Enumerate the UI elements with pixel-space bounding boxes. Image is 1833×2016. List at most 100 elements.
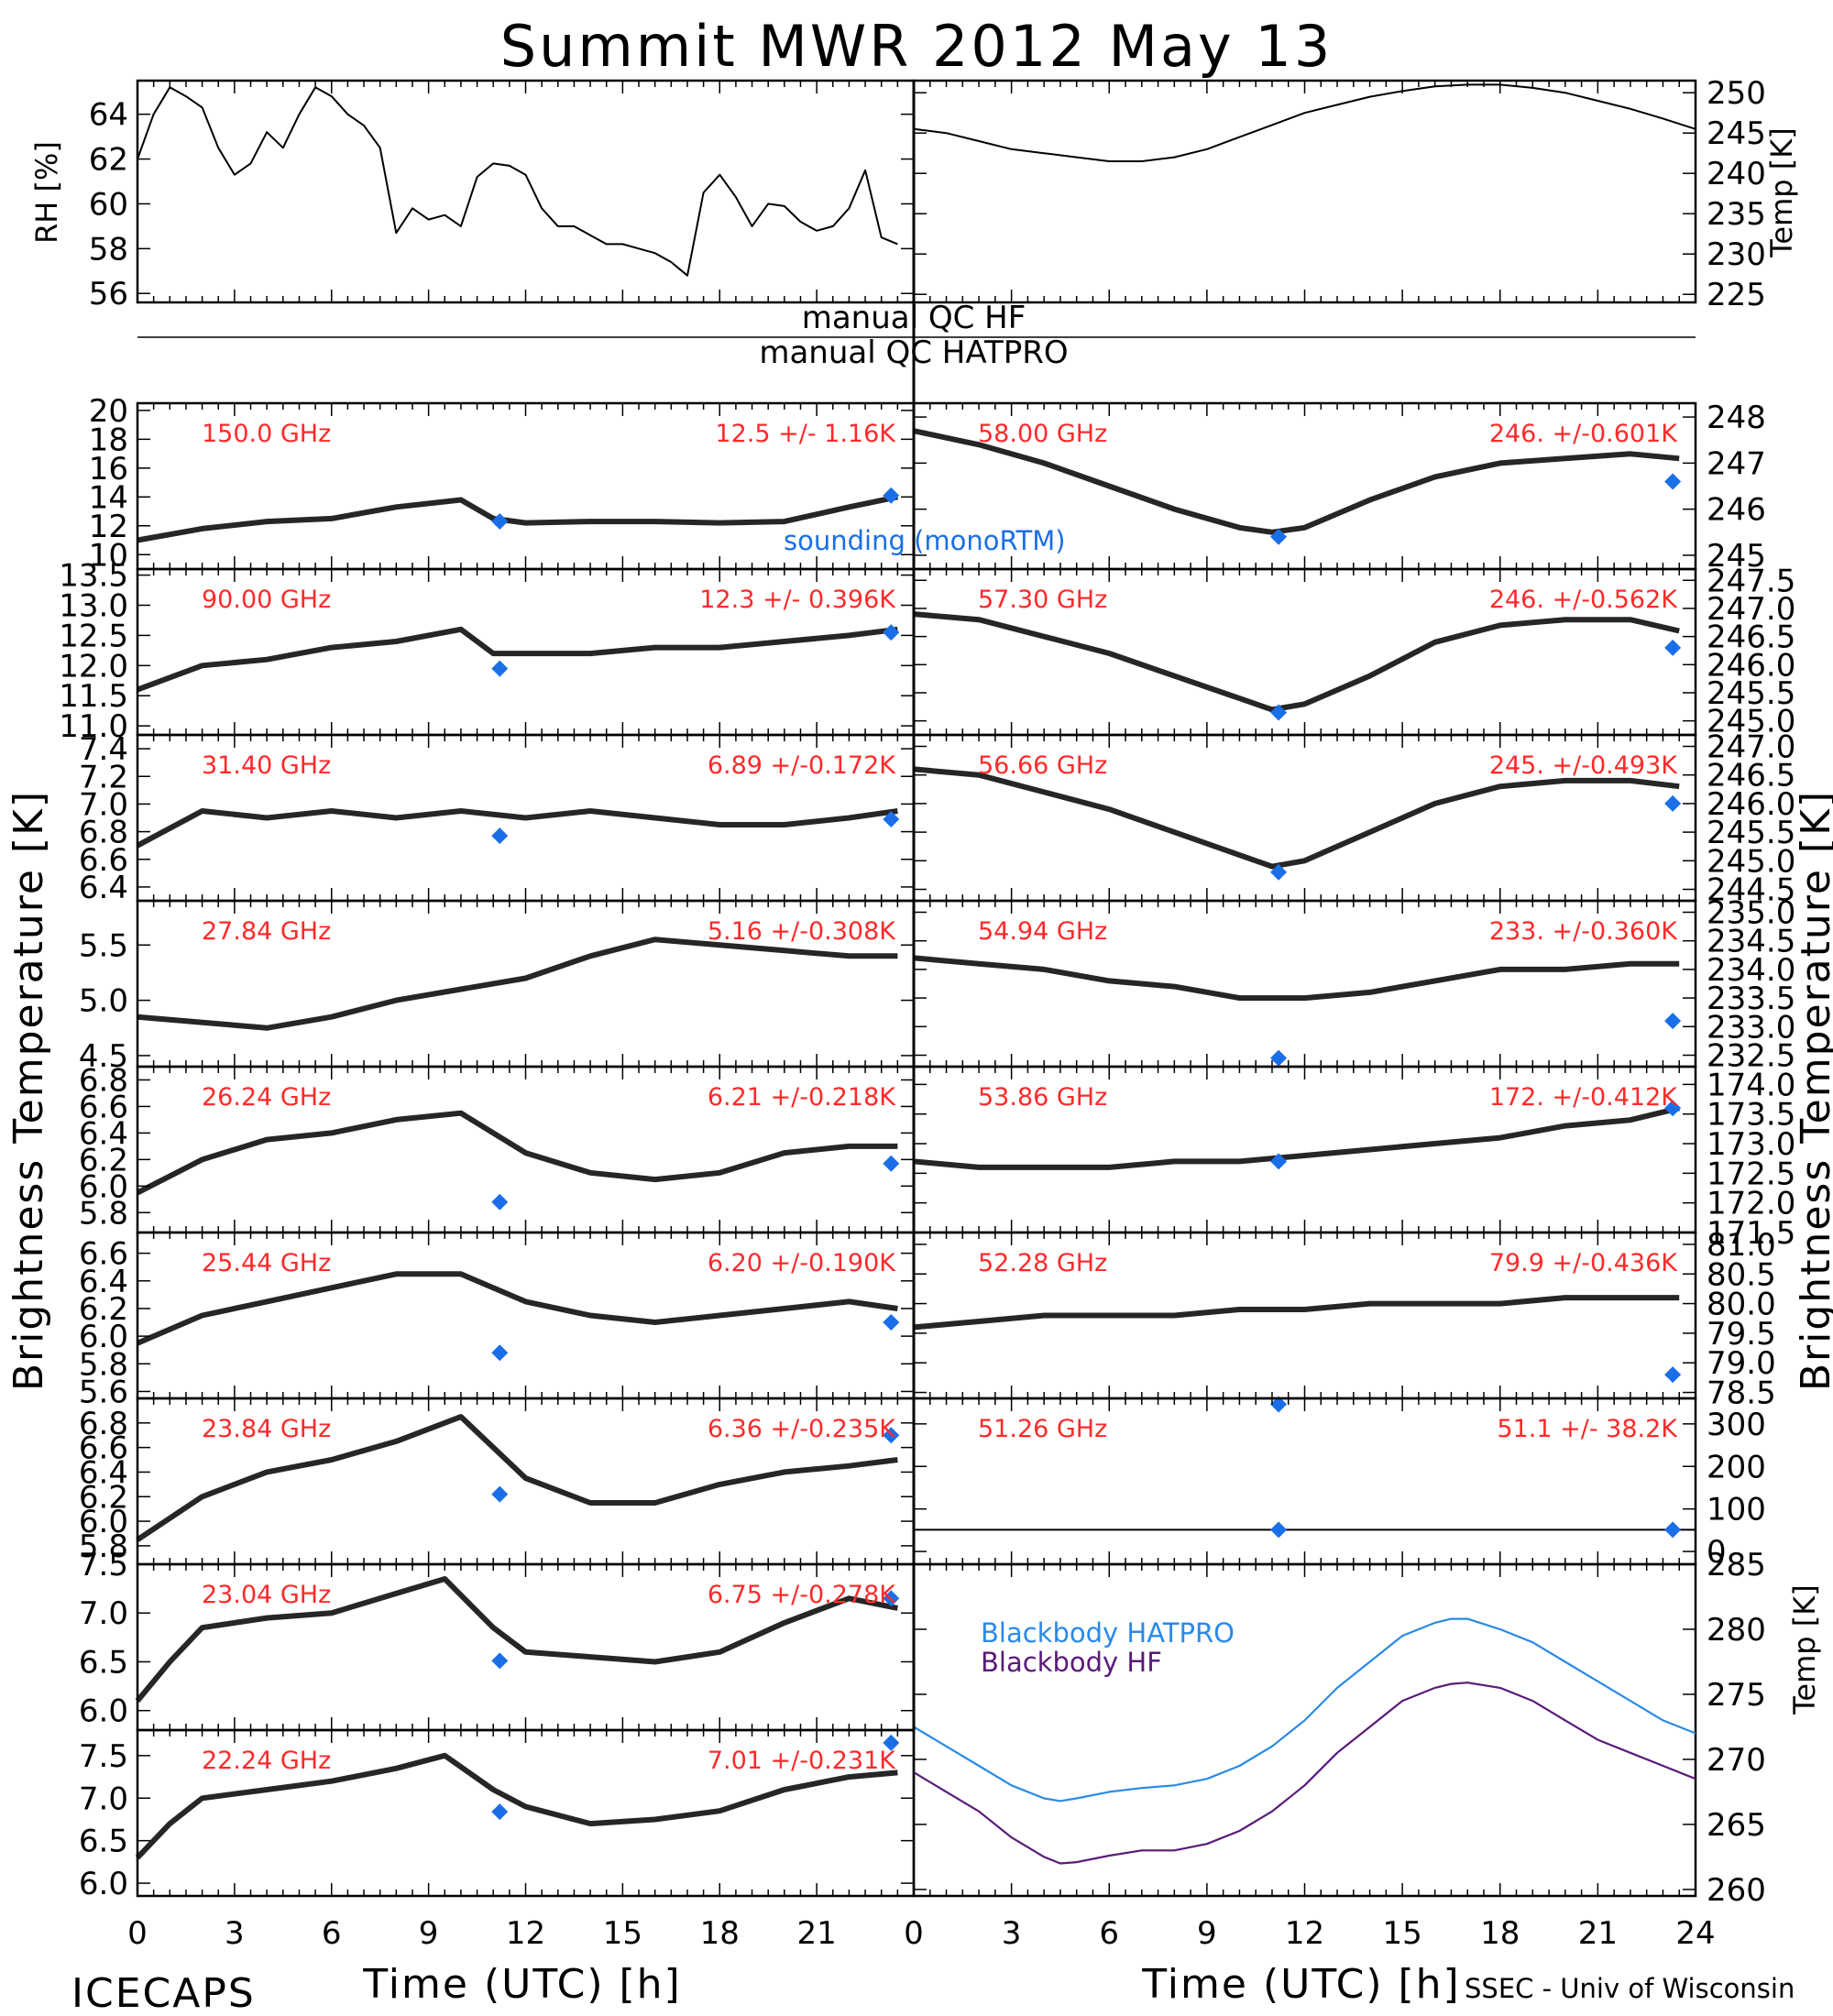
sounding-marker [1664, 1013, 1682, 1030]
y-tick-label: 4.5 [79, 1038, 128, 1075]
series-line [913, 1617, 1696, 1802]
y-tick-label: 7.5 [79, 1547, 128, 1583]
x-tick-label: 6 [1099, 1915, 1119, 1952]
y-tick-label: 234.5 [1707, 924, 1795, 960]
y-tick-label: 233.5 [1707, 981, 1795, 1017]
sounding-marker [883, 1427, 900, 1444]
x-tick-label: 3 [1002, 1915, 1022, 1952]
sounding-marker [1664, 1366, 1682, 1384]
y-tick-label: 64 [89, 97, 128, 134]
channel-frequency: 23.84 GHz [202, 1415, 331, 1443]
y-tick-label: 246.5 [1707, 758, 1795, 794]
series-line [136, 1414, 898, 1542]
panel-ch90: 11.011.512.012.513.013.5 90.00 GHz 12.3 +/… [59, 558, 916, 745]
channel-stats: 172. +/-0.412K [1489, 1083, 1678, 1112]
sounding-marker [883, 1734, 900, 1751]
series-line [135, 1576, 898, 1704]
y-tick-label: 6.4 [79, 870, 128, 906]
y-tick-label: 246.0 [1707, 647, 1795, 684]
sounding-marker [491, 513, 509, 531]
y-tick-label: 58 [89, 231, 128, 268]
y-tick-label: 246.5 [1707, 619, 1795, 656]
y-tick-label: 6.0 [79, 1168, 128, 1205]
y-tick-label: 78.5 [1707, 1375, 1776, 1412]
x-tick-label: 12 [1285, 1915, 1324, 1952]
y-tick-label: 248 [1707, 400, 1766, 436]
sounding-marker [491, 827, 509, 845]
y-tick-label: 6.6 [79, 842, 128, 879]
y-tick-label: 234.0 [1707, 952, 1795, 989]
x-tick-label: 12 [506, 1915, 545, 1952]
y-tick-label: 173.0 [1707, 1126, 1795, 1163]
series-line [137, 494, 899, 543]
y-tick-label: 245 [1707, 538, 1766, 575]
blackbody-axis-label: Temp [K] [1787, 1584, 1822, 1715]
sounding-marker [1270, 863, 1288, 881]
y-tick-label: 240 [1707, 156, 1766, 192]
y-tick-label: 100 [1707, 1492, 1766, 1528]
y-tick-label: 7.4 [79, 731, 128, 768]
y-tick-label: 5.8 [79, 1195, 128, 1232]
y-tick-label: 56 [89, 276, 128, 312]
panel-ch2304: 6.0 6.5 7.0 7.5 23.04 GHz 6.75 +/-0.278K [79, 1547, 916, 1732]
channel-stats: 7.01 +/-0.231K [708, 1747, 896, 1775]
y-tick-label: 6.0 [79, 1319, 128, 1355]
x-tick-label: 0 [127, 1915, 148, 1952]
y-tick-label: 6.0 [79, 1693, 128, 1730]
y-tick-label: 6.5 [79, 1644, 128, 1681]
channel-frequency: 26.24 GHz [202, 1083, 331, 1112]
y-tick-label: 230 [1707, 236, 1766, 273]
sounding-marker [1270, 704, 1288, 721]
sounding-legend: sounding (monoRTM) [784, 525, 1066, 556]
sounding-marker [1270, 1521, 1288, 1539]
y-tick-label: 5.8 [79, 1346, 128, 1383]
series-line [137, 86, 898, 277]
sounding-marker [491, 1803, 509, 1821]
footer-left: ICECAPS [71, 1970, 256, 2016]
sounding-marker [1664, 639, 1682, 656]
y-tick-label: 12 [89, 509, 128, 545]
temp-axis-label: Temp [K] [1764, 127, 1799, 257]
x-tick-label: 0 [904, 1915, 924, 1952]
y-tick-label: 16 [89, 451, 128, 488]
y-tick-label: 5.8 [79, 1528, 128, 1565]
y-tick-label: 62 [89, 142, 128, 179]
y-axis-label-right: Brightness Temperature [K] [1793, 790, 1833, 1391]
sounding-marker [1270, 1049, 1288, 1067]
channel-stats: 79.9 +/-0.436K [1489, 1249, 1678, 1277]
chart-title: Summit MWR 2012 May 13 [500, 13, 1334, 80]
y-tick-label: 10 [89, 537, 128, 574]
y-tick-label: 233.0 [1707, 1009, 1795, 1046]
rh-axis-label: RH [%] [29, 141, 64, 244]
y-tick-label: 245.5 [1707, 675, 1795, 712]
channel-frequency: 51.26 GHz [978, 1415, 1107, 1443]
series-line [136, 1271, 898, 1346]
series-line [913, 1682, 1696, 1865]
panel-frame [136, 79, 916, 304]
sounding-marker [883, 1155, 900, 1172]
y-tick-label: 80.0 [1707, 1287, 1776, 1323]
y-tick-label: 7.0 [79, 1595, 128, 1632]
channel-stats: 233. +/-0.360K [1489, 917, 1678, 946]
channel-frequency: 22.24 GHz [202, 1747, 331, 1775]
channel-stats: 246. +/-0.562K [1489, 586, 1678, 614]
y-tick-label: 7.5 [79, 1738, 128, 1775]
panel-ch2224: 6.0 6.5 7.0 7.5 22.24 GHz 7.01 +/-0.231K [79, 1728, 916, 1902]
footer-right: SSEC - Univ of Wisconsin [1465, 1973, 1795, 2004]
y-tick-label: 5.5 [79, 927, 128, 964]
panel-ch2624: 5.86.06.26.46.66.8 26.24 GHz 6.21 +/-0.218… [79, 1062, 916, 1234]
channel-stats: 6.20 +/-0.190K [708, 1249, 896, 1277]
channel-stats: 51.1 +/- 38.2K [1497, 1415, 1678, 1443]
y-tick-label: 79.0 [1707, 1345, 1776, 1382]
sounding-marker [883, 811, 900, 828]
channel-stats: 6.75 +/-0.278K [708, 1581, 896, 1609]
channel-stats: 245. +/-0.493K [1489, 751, 1678, 780]
y-tick-label: 13.0 [59, 587, 128, 624]
y-tick-label: 5.0 [79, 983, 128, 1020]
x-tick-label: 6 [322, 1915, 342, 1952]
series-line [913, 955, 1680, 1002]
